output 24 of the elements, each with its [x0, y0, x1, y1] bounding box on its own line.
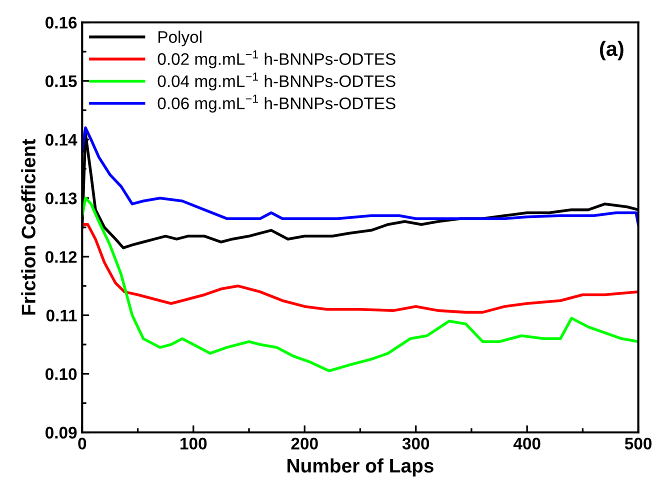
x-axis-title: Number of Laps: [288, 458, 434, 476]
annotation: (a): [600, 40, 624, 60]
y-tick-label: 0.11: [46, 310, 77, 322]
y-tick-label: 0.12: [46, 251, 77, 263]
x-tick-label: 300: [402, 438, 430, 450]
y-tick-label: 0.13: [46, 192, 77, 204]
line-series: [82, 196, 638, 372]
line-series: [82, 223, 638, 314]
y-tick-label: 0.15: [46, 75, 77, 88]
legend-label: 0.04 mg.mL$^{−1}$ h-BNNPs-ODTES: [158, 72, 396, 90]
y-axis-title: Friction Coefficient: [21, 139, 36, 315]
legend-label: 0.06 mg.mL$^{−1}$ h-BNNPs-ODTES: [158, 94, 396, 113]
y-tick-label: 0.16: [46, 16, 77, 29]
x-tick-label: 200: [291, 438, 318, 450]
line-series: [82, 126, 638, 226]
legend-label: 0.02 mg.mL$^{−1}$ h-BNNPs-ODTES: [158, 50, 396, 68]
legend-label: Polyol: [158, 30, 202, 46]
y-tick-label: 0.14: [46, 134, 78, 146]
x-tick-label: 400: [513, 438, 540, 450]
y-tick-label: 0.10: [46, 368, 77, 380]
y-tick-label: 0.09: [46, 426, 77, 439]
x-tick-label: 0: [78, 438, 86, 450]
x-tick-label: 500: [624, 438, 652, 450]
x-tick-label: 100: [180, 438, 207, 450]
